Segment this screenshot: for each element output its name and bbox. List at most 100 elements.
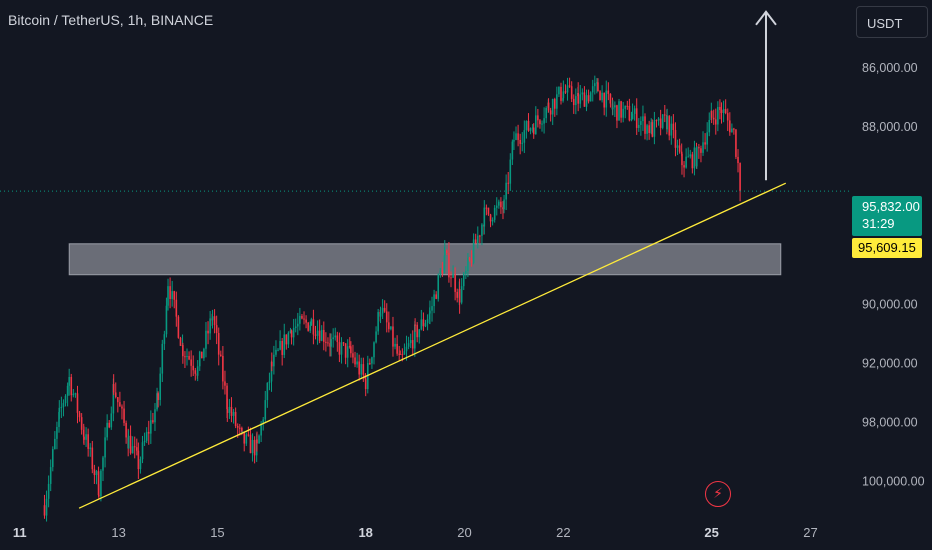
candle-body — [489, 214, 492, 222]
candle-body — [258, 435, 260, 444]
arrow-head — [755, 10, 777, 26]
candle-body — [292, 327, 295, 338]
candle-body — [296, 323, 299, 327]
candle-body — [545, 107, 547, 119]
candle-body — [398, 353, 401, 355]
candle-body — [220, 354, 222, 356]
candle-body — [420, 319, 423, 330]
candle-body — [338, 342, 341, 355]
candle-body — [364, 379, 367, 390]
candle-body — [143, 440, 146, 443]
bar-countdown: 31:29 — [862, 216, 895, 231]
candle-body — [102, 457, 104, 471]
candle-body — [700, 148, 702, 153]
price-axis[interactable]: 100,000.00 98,000.00 92,000.00 90,000.00 88,… — [862, 61, 925, 489]
candle-body — [720, 110, 723, 114]
candle-body — [336, 335, 339, 343]
candle-body — [54, 438, 56, 450]
currency-button[interactable]: USDT — [856, 6, 928, 38]
candle-body — [348, 346, 351, 348]
candle-body — [194, 370, 197, 374]
candle-body — [626, 105, 629, 107]
candle-body — [152, 420, 154, 423]
candle-body — [622, 108, 624, 118]
candle-body — [650, 122, 653, 133]
candle-body — [232, 411, 235, 416]
candle-body — [587, 95, 590, 102]
candle-body — [724, 109, 727, 114]
alert-price-label[interactable]: 95,609.15 — [852, 238, 922, 258]
candle-body — [648, 125, 650, 133]
candle-body — [474, 239, 477, 244]
candle-body — [628, 105, 631, 121]
candle-body — [51, 449, 54, 468]
candle-body — [502, 207, 504, 210]
candle-body — [316, 330, 319, 336]
date-tick: 13 — [111, 525, 125, 540]
price-tick: 90,000.00 — [862, 297, 918, 311]
candle-body — [693, 147, 696, 169]
date-tick: 22 — [556, 525, 570, 540]
candle-body — [327, 342, 329, 344]
candle-body — [558, 86, 560, 95]
candle-body — [342, 342, 345, 344]
candle-body — [87, 434, 89, 449]
candle-body — [253, 439, 256, 456]
candle-body — [564, 91, 567, 93]
candle-body — [236, 425, 239, 428]
candle-body — [117, 397, 119, 403]
candle-body — [268, 381, 271, 383]
candle-body — [262, 419, 265, 424]
candle-body — [620, 101, 622, 118]
candle-body — [89, 447, 92, 449]
candle-body — [519, 139, 521, 144]
candle-body — [112, 384, 115, 393]
candle-body — [275, 349, 277, 355]
candle-body — [334, 335, 337, 338]
candle-body — [171, 291, 173, 299]
candle-body — [418, 329, 421, 338]
candle-body — [657, 118, 660, 121]
candle-body — [271, 361, 273, 367]
candle-body — [301, 315, 303, 319]
candle-body — [45, 498, 48, 516]
candle-body — [603, 92, 605, 108]
candle-body — [177, 316, 180, 338]
candle-body — [188, 356, 190, 360]
candle-body — [133, 446, 136, 448]
symbol-title[interactable]: Bitcoin / TetherUS, 1h, BINANCE — [8, 12, 214, 28]
candle-body — [64, 395, 67, 404]
candle-body — [123, 408, 125, 423]
candle-body — [568, 85, 571, 87]
candle-body — [532, 127, 535, 135]
last-price-label: 95,832.00 31:29 — [852, 196, 922, 236]
candle-body — [467, 258, 469, 271]
candle-body — [369, 363, 371, 365]
candle-body — [498, 201, 500, 206]
candle-body — [270, 361, 273, 382]
candle-body — [543, 118, 545, 124]
candle-body — [441, 270, 444, 274]
time-axis[interactable]: 11 13 15 18 20 22 25 27 — [13, 525, 818, 540]
candle-body — [399, 353, 402, 355]
candle-body — [575, 96, 577, 106]
candle-body — [394, 343, 396, 347]
candle-body — [247, 434, 250, 436]
candle-body — [209, 318, 211, 334]
candle-body — [729, 120, 731, 133]
candle-body — [390, 326, 392, 330]
date-tick: 18 — [358, 525, 372, 540]
candle-body — [431, 306, 433, 311]
candle-body — [481, 224, 483, 236]
candle-body — [624, 105, 627, 109]
candle-body — [719, 106, 721, 111]
candles — [43, 75, 741, 522]
candle-body — [470, 259, 473, 263]
candle-body — [371, 357, 373, 364]
date-tick: 11 — [13, 525, 27, 540]
candle-body — [379, 313, 382, 317]
lightning-bolt-icon[interactable]: ⚡︎ — [705, 481, 731, 507]
candle-body — [472, 239, 475, 263]
